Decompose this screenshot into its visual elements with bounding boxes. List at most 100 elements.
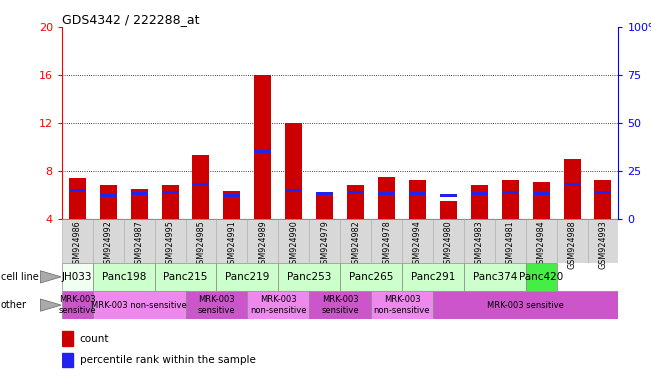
- Bar: [409, 180, 426, 219]
- Bar: [69, 178, 86, 219]
- Polygon shape: [40, 299, 61, 311]
- Text: GSM924992: GSM924992: [104, 220, 113, 269]
- Text: MRK-003
non-sensitive: MRK-003 non-sensitive: [374, 295, 430, 315]
- Text: GSM924995: GSM924995: [165, 220, 174, 269]
- Bar: [409, 192, 426, 195]
- Text: GSM924980: GSM924980: [444, 220, 453, 269]
- Bar: [502, 190, 519, 194]
- Bar: [495, 219, 525, 263]
- Bar: [62, 353, 73, 367]
- Bar: [471, 185, 488, 219]
- Bar: [502, 180, 519, 219]
- Bar: [464, 263, 525, 291]
- Bar: [316, 192, 333, 219]
- Bar: [285, 189, 302, 192]
- Text: GSM924993: GSM924993: [598, 220, 607, 269]
- Bar: [557, 219, 587, 263]
- Bar: [161, 185, 178, 219]
- Bar: [285, 123, 302, 219]
- Text: GSM924988: GSM924988: [568, 220, 577, 269]
- Text: count: count: [79, 334, 109, 344]
- Bar: [92, 219, 124, 263]
- Text: Panc219: Panc219: [225, 272, 270, 282]
- Text: MRK-003
sensitive: MRK-003 sensitive: [59, 295, 96, 315]
- Text: GSM924989: GSM924989: [258, 220, 268, 269]
- Bar: [594, 180, 611, 219]
- Bar: [124, 219, 154, 263]
- Polygon shape: [40, 271, 61, 283]
- Bar: [440, 194, 457, 197]
- Bar: [247, 219, 278, 263]
- Bar: [340, 219, 371, 263]
- Bar: [533, 192, 549, 195]
- Bar: [223, 194, 240, 197]
- Bar: [564, 159, 581, 219]
- Bar: [371, 219, 402, 263]
- Bar: [533, 182, 549, 219]
- Bar: [309, 291, 371, 319]
- Bar: [100, 194, 117, 197]
- Bar: [193, 183, 210, 186]
- Text: GSM924984: GSM924984: [536, 220, 546, 269]
- Bar: [402, 219, 433, 263]
- Text: GSM924986: GSM924986: [73, 220, 82, 269]
- Bar: [131, 192, 148, 195]
- Bar: [278, 263, 340, 291]
- Bar: [340, 263, 402, 291]
- Bar: [347, 185, 364, 219]
- Bar: [69, 189, 86, 192]
- Text: GSM924982: GSM924982: [351, 220, 360, 269]
- Text: Panc265: Panc265: [349, 272, 393, 282]
- Bar: [433, 219, 464, 263]
- Bar: [464, 219, 495, 263]
- Bar: [371, 291, 433, 319]
- Text: GSM924979: GSM924979: [320, 220, 329, 269]
- Bar: [316, 192, 333, 195]
- Text: GSM924991: GSM924991: [227, 220, 236, 269]
- Text: MRK-003
non-sensitive: MRK-003 non-sensitive: [250, 295, 307, 315]
- Bar: [154, 219, 186, 263]
- Bar: [62, 331, 73, 346]
- Text: Panc253: Panc253: [287, 272, 331, 282]
- Text: GSM924978: GSM924978: [382, 220, 391, 269]
- Bar: [440, 201, 457, 219]
- Bar: [216, 219, 247, 263]
- Bar: [378, 177, 395, 219]
- Bar: [186, 291, 247, 319]
- Bar: [433, 291, 618, 319]
- Text: MRK-003
sensitive: MRK-003 sensitive: [198, 295, 235, 315]
- Bar: [278, 219, 309, 263]
- Bar: [161, 190, 178, 194]
- Bar: [62, 219, 92, 263]
- Text: JH033: JH033: [62, 272, 92, 282]
- Bar: [402, 263, 464, 291]
- Bar: [347, 190, 364, 194]
- Text: Panc374: Panc374: [473, 272, 517, 282]
- Bar: [92, 291, 186, 319]
- Bar: [92, 263, 154, 291]
- Bar: [471, 192, 488, 195]
- Bar: [193, 155, 210, 219]
- Text: Panc420: Panc420: [519, 272, 563, 282]
- Text: GSM924985: GSM924985: [197, 220, 206, 269]
- Bar: [255, 75, 271, 219]
- Bar: [186, 219, 216, 263]
- Text: MRK-003 sensitive: MRK-003 sensitive: [487, 301, 564, 310]
- Bar: [62, 263, 92, 291]
- Bar: [587, 219, 618, 263]
- Text: MRK-003 non-sensitive: MRK-003 non-sensitive: [91, 301, 187, 310]
- Text: GDS4342 / 222288_at: GDS4342 / 222288_at: [62, 13, 199, 26]
- Text: GSM924983: GSM924983: [475, 220, 484, 269]
- Text: GSM924994: GSM924994: [413, 220, 422, 269]
- Text: Panc215: Panc215: [163, 272, 208, 282]
- Text: GSM924990: GSM924990: [289, 220, 298, 269]
- Text: GSM924981: GSM924981: [506, 220, 515, 269]
- Bar: [564, 183, 581, 186]
- Bar: [100, 185, 117, 219]
- Text: Panc291: Panc291: [411, 272, 455, 282]
- Bar: [378, 192, 395, 195]
- Bar: [525, 219, 557, 263]
- Text: other: other: [1, 300, 27, 310]
- Bar: [594, 190, 611, 194]
- Bar: [223, 191, 240, 219]
